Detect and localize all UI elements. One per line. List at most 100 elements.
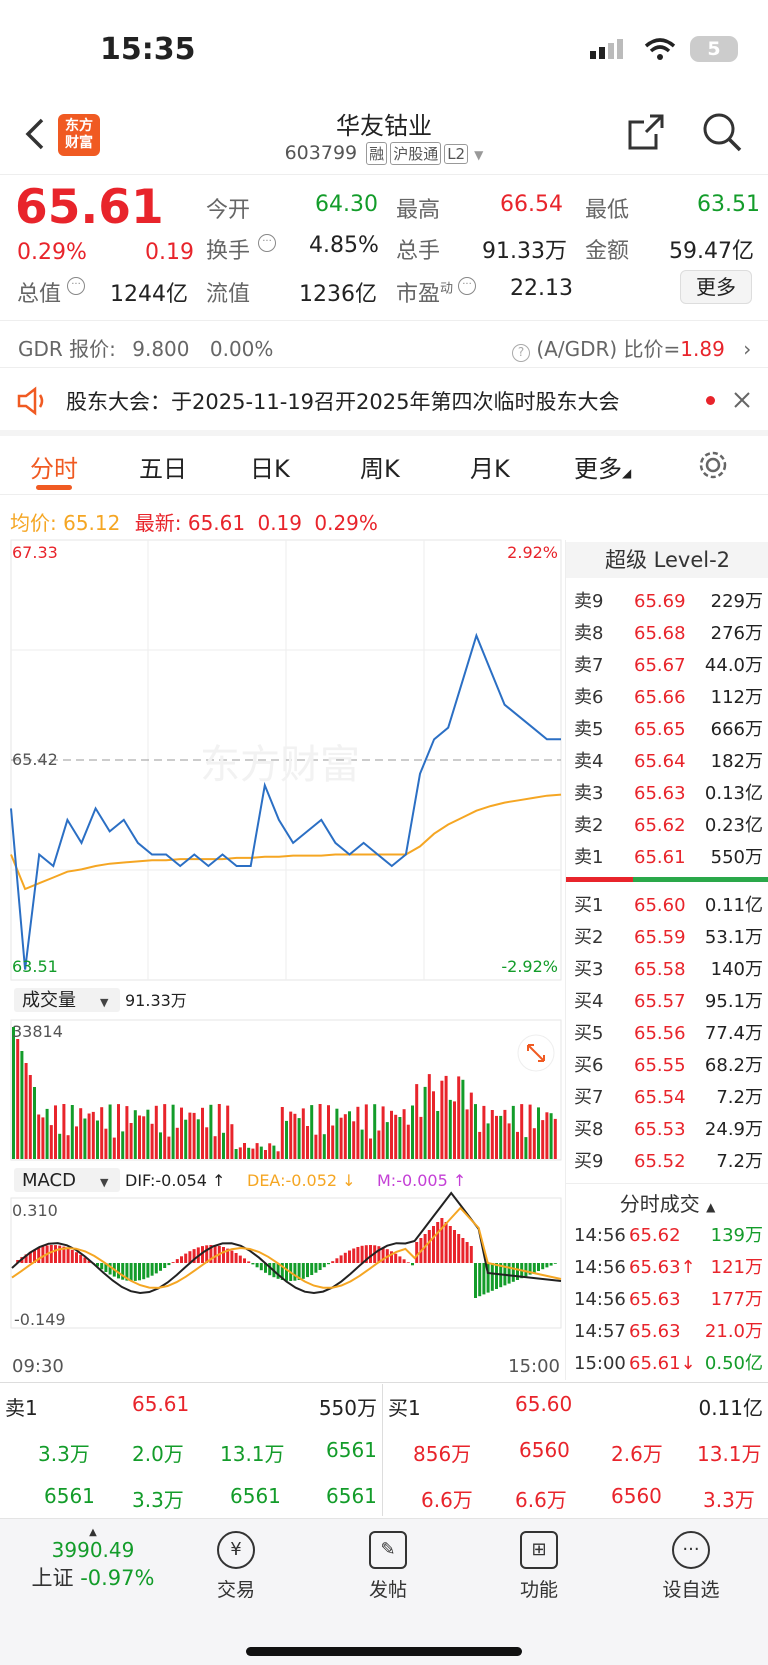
settings-icon[interactable] (697, 449, 729, 481)
volume-label: 总手 (396, 239, 441, 264)
buy-level-row[interactable]: 买6 65.55 68.2万 (566, 1050, 768, 1082)
buy-level-row[interactable]: 买8 65.53 24.9万 (566, 1114, 768, 1146)
tag-level2: L2 (444, 144, 469, 164)
info-icon[interactable]: ··· (67, 277, 85, 295)
axis-bottom-pct: -2.92% (501, 957, 558, 976)
volume-bar (180, 1107, 183, 1159)
nav-functions[interactable]: ⊞ 功能 (489, 1531, 589, 1602)
tab-daily-k[interactable]: 日K (250, 455, 290, 483)
stock-code-line[interactable]: 603799 融沪股通 L2 ▼ (0, 142, 768, 165)
sell-level-price: 65.69 (634, 591, 686, 612)
trade-row[interactable]: 14:56 65.63↑ 121万 (566, 1252, 768, 1284)
queue-cell: 6.6万 (421, 1488, 473, 1512)
last-pct: 0.29% (314, 511, 378, 535)
sell-level-row[interactable]: 卖1 65.61 550万 (566, 842, 768, 874)
open-value: 64.30 (315, 192, 378, 217)
price-line (10, 632, 561, 970)
volume-bar (121, 1131, 125, 1159)
volume-bar (264, 1150, 267, 1159)
buy-level-row[interactable]: 买1 65.60 0.11亿 (566, 890, 768, 922)
sell-queue[interactable]: 卖1 65.61 550万 3.3万 2.0万 13.1万 6561 6561 … (0, 1384, 382, 1516)
macd-selector[interactable] (14, 1168, 120, 1192)
trades-title[interactable]: 分时成交 ▲ (619, 1192, 716, 1216)
sell-level-row[interactable]: 卖2 65.62 0.23亿 (566, 810, 768, 842)
axis-top-price: 67.33 (12, 543, 58, 562)
notice-text[interactable]: 股东大会：于2025-11-19召开2025年第四次临时股东大会 (66, 390, 620, 414)
close-icon[interactable] (733, 391, 751, 409)
trade-volume: 121万 (710, 1257, 763, 1278)
tab-weekly-k[interactable]: 周K (360, 455, 400, 483)
volume-bar (133, 1110, 137, 1159)
more-button[interactable]: 更多 (680, 270, 752, 304)
price-summary-line: 均价: 65.12 最新: 65.61 0.19 0.29% (10, 507, 378, 536)
tab-intraday[interactable]: 分时 (30, 455, 78, 483)
sell-level-label: 卖3 (574, 783, 604, 804)
volume-bar (276, 1151, 280, 1159)
high-label: 最高 (396, 198, 441, 223)
open-label: 今开 (206, 198, 251, 223)
queue-cell: 6561 (326, 1484, 377, 1508)
volume-bar (222, 1132, 225, 1159)
queue-cell: 6560 (519, 1438, 570, 1462)
expand-icon[interactable] (527, 1044, 545, 1062)
buy-level-row[interactable]: 买7 65.54 7.2万 (566, 1082, 768, 1114)
intraday-chart[interactable]: 东方财富 67.33 65.42 63.51 2.92% -2.92% 成交量 … (0, 538, 564, 1338)
queue-cell: 6561 (326, 1438, 377, 1462)
buy-level-label: 买7 (574, 1087, 604, 1108)
sell-level-row[interactable]: 卖5 65.65 666万 (566, 714, 768, 746)
info-icon[interactable]: ··· (258, 234, 276, 252)
tab-more[interactable]: 更多◢ (574, 455, 632, 483)
trade-row[interactable]: 14:56 65.63 177万 (566, 1284, 768, 1316)
volume-bar (238, 1147, 242, 1159)
buy-level-row[interactable]: 买9 65.52 7.2万 (566, 1146, 768, 1178)
buy-level-row[interactable]: 买5 65.56 77.4万 (566, 1018, 768, 1050)
buy-queue[interactable]: 买1 65.60 0.11亿 856万 6560 2.6万 13.1万 6.6万… (383, 1384, 768, 1516)
volume-bar (394, 1114, 398, 1159)
buy-level-row[interactable]: 买3 65.58 140万 (566, 954, 768, 986)
level2-title[interactable]: 超级 Level-2 (566, 542, 768, 578)
sell-level-row[interactable]: 卖3 65.63 0.13亿 (566, 778, 768, 810)
buy-queue-price: 65.60 (515, 1392, 573, 1416)
sell-level-row[interactable]: 卖9 65.69 229万 (566, 586, 768, 618)
trade-row[interactable]: 14:57 65.63 21.0万 (566, 1316, 768, 1348)
search-icon[interactable] (702, 112, 742, 152)
volume-bar (322, 1134, 326, 1159)
trade-row[interactable]: 15:00 65.61↓ 0.50亿 (566, 1348, 768, 1380)
sell-level-row[interactable]: 卖8 65.68 276万 (566, 618, 768, 650)
volume-bar (251, 1148, 255, 1159)
sell-level-row[interactable]: 卖7 65.67 44.0万 (566, 650, 768, 682)
macd-bar (87, 1260, 91, 1263)
divider (0, 367, 768, 368)
tab-five-day[interactable]: 五日 (139, 455, 187, 483)
nav-add-watchlist[interactable]: ··· 设自选 (641, 1531, 741, 1602)
volume-bar (159, 1132, 162, 1159)
nav-trade[interactable]: ¥ 交易 (186, 1531, 286, 1602)
gdr-ratio[interactable]: ? (A/GDR) 比价=1.89 › (512, 333, 751, 362)
index-ticker[interactable]: ▲ 3990.49 上证 -0.97% (18, 1527, 168, 1592)
trade-price: 65.63↑ (629, 1257, 696, 1278)
trade-volume: 0.50亿 (704, 1353, 763, 1374)
stock-code: 603799 (284, 142, 358, 164)
sell-level-row[interactable]: 卖6 65.66 112万 (566, 682, 768, 714)
share-icon[interactable] (626, 112, 666, 152)
macd-bar (264, 1263, 267, 1273)
info-icon[interactable]: ··· (458, 277, 476, 295)
volume-bar (335, 1108, 339, 1159)
volume-selector[interactable] (14, 988, 120, 1012)
gdr-row[interactable]: GDR 报价: 9.800 0.00% (18, 333, 273, 362)
buy-level-row[interactable]: 买4 65.57 95.1万 (566, 986, 768, 1018)
volume-bar (154, 1105, 158, 1159)
volume-label: 成交量 (22, 990, 76, 1011)
trade-row[interactable]: 14:56 65.62 139万 (566, 1220, 768, 1252)
macd-bar (108, 1263, 112, 1275)
back-icon[interactable] (24, 116, 48, 152)
tab-monthly-k[interactable]: 月K (470, 455, 510, 483)
sell-level-row[interactable]: 卖4 65.64 182万 (566, 746, 768, 778)
volume-bar (301, 1108, 305, 1159)
status-icons: 5 (590, 36, 738, 62)
index-name: 上证 (31, 1566, 74, 1590)
nav-post[interactable]: ✎ 发帖 (338, 1531, 438, 1602)
volume-bar (293, 1113, 297, 1159)
buy-level-row[interactable]: 买2 65.59 53.1万 (566, 922, 768, 954)
volume-bar (104, 1128, 108, 1159)
